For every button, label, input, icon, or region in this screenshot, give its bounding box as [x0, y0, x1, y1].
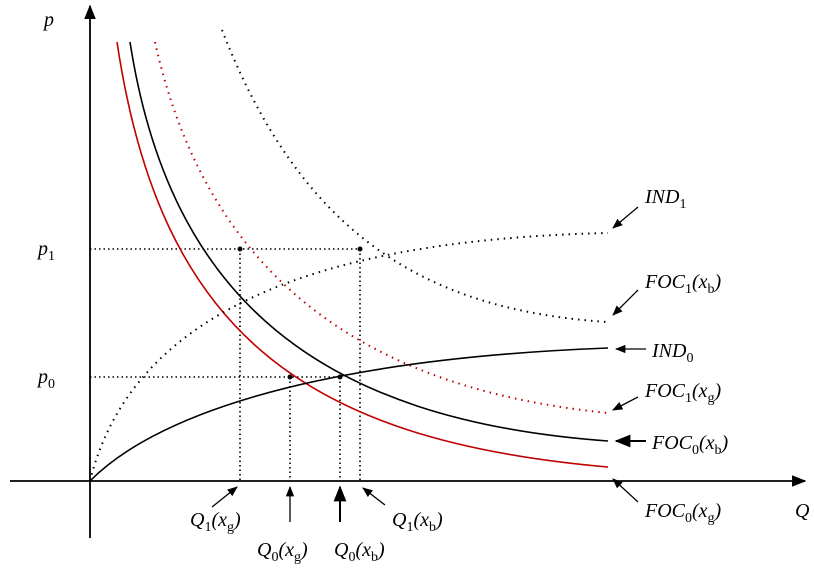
y-axis-label: p: [42, 9, 54, 31]
subscript: b: [429, 520, 436, 535]
subscript: g: [294, 550, 301, 565]
label-text: p: [36, 238, 48, 260]
label-text: ): [377, 539, 385, 561]
label-text: (x: [413, 509, 429, 531]
subscript: 0: [348, 550, 355, 565]
level-label: p1: [36, 238, 55, 264]
curve-foc1-xb: [221, 29, 609, 323]
x-axis-label: Q: [795, 500, 810, 522]
subscript: b: [708, 282, 715, 297]
label-text: IND: [651, 340, 687, 362]
label-text: Q: [392, 509, 407, 531]
arrow: [612, 396, 639, 411]
subscript: 0: [271, 550, 278, 565]
arrow: [612, 478, 639, 503]
subscript: g: [708, 391, 715, 406]
curve-label: FOC0(xb): [651, 432, 729, 458]
quantity-label: Q0(xg): [257, 539, 308, 565]
label-text: Q: [257, 539, 272, 561]
curve-label: FOC1(xb): [644, 271, 722, 297]
quantity-label: Q1(xb): [392, 509, 443, 535]
label-text: Q: [334, 539, 349, 561]
label-text: FOC: [651, 432, 693, 454]
label-text: ): [714, 500, 722, 522]
point: [237, 246, 243, 252]
label-text: ): [435, 509, 443, 531]
point: [337, 374, 343, 380]
label-text: (x: [692, 271, 708, 293]
label-text: ): [233, 509, 241, 531]
curve-foc0-xb: [129, 41, 609, 442]
curve-foc1-xg: [154, 41, 609, 414]
arrow: [612, 206, 639, 229]
label-text: Q: [795, 500, 810, 522]
label-text: (x: [692, 500, 708, 522]
label-text: p: [42, 9, 54, 31]
guides: [90, 248, 361, 481]
curve-label: IND0: [651, 340, 693, 366]
curve-foc0-xg: [116, 41, 609, 468]
label-text: ): [300, 539, 308, 561]
subscript: b: [715, 443, 722, 458]
label-text: FOC: [644, 380, 686, 402]
subscript: 0: [692, 443, 699, 458]
subscript: 0: [48, 377, 55, 392]
label-text: FOC: [644, 271, 686, 293]
subscript: 0: [686, 351, 693, 366]
points: [237, 246, 363, 380]
point: [357, 246, 363, 252]
subscript: 0: [685, 511, 692, 526]
label-text: ): [714, 380, 722, 402]
label-text: (x: [211, 509, 227, 531]
label-text: FOC: [644, 500, 686, 522]
label-text: ): [714, 271, 722, 293]
subscript: 1: [679, 197, 686, 212]
label-text: IND: [644, 186, 680, 208]
arrow: [612, 289, 639, 316]
label-text: (x: [278, 539, 294, 561]
subscript: 1: [685, 282, 692, 297]
label-text: p: [36, 366, 48, 388]
label-text: ): [721, 432, 729, 454]
subscript: g: [708, 511, 715, 526]
arrows: [211, 206, 646, 522]
subscript: g: [227, 520, 234, 535]
arrow: [211, 486, 238, 508]
subscript: b: [371, 550, 378, 565]
quantity-label: Q1(xg): [190, 509, 241, 535]
label-text: (x: [699, 432, 715, 454]
label-text: (x: [355, 539, 371, 561]
subscript: 1: [204, 520, 211, 535]
curve-ind0: [89, 347, 609, 482]
curve-label: FOC0(xg): [644, 500, 722, 526]
subscript: 1: [48, 249, 55, 264]
level-label: p0: [36, 366, 55, 392]
subscript: 1: [406, 520, 413, 535]
curve-label: FOC1(xg): [644, 380, 722, 406]
point: [287, 374, 293, 380]
label-text: Q: [190, 509, 205, 531]
curve-ind1: [89, 232, 609, 482]
arrow: [362, 487, 386, 506]
quantity-label: Q0(xb): [334, 539, 385, 565]
label-text: (x: [692, 380, 708, 402]
curve-label: IND1: [644, 186, 686, 212]
subscript: 1: [685, 391, 692, 406]
